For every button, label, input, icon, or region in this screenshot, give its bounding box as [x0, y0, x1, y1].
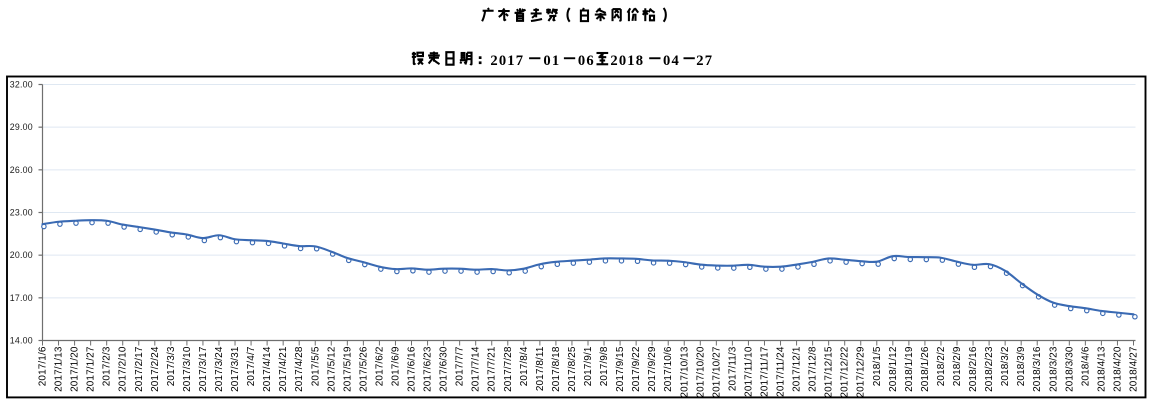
svg-text:2017/9/8: 2017/9/8 — [599, 346, 610, 386]
svg-text:14.00: 14.00 — [10, 336, 33, 346]
svg-text:2018/1/26: 2018/1/26 — [920, 346, 931, 392]
svg-text:2017/9/29: 2017/9/29 — [647, 346, 658, 392]
svg-text:2017/7/14: 2017/7/14 — [471, 346, 482, 392]
svg-text:2017/2/24: 2017/2/24 — [150, 346, 161, 392]
svg-text:2017/1/20: 2017/1/20 — [70, 346, 81, 392]
svg-text:2017/10/20: 2017/10/20 — [695, 346, 706, 397]
svg-text:01: 01 — [543, 53, 560, 69]
svg-text:2018/3/16: 2018/3/16 — [1032, 346, 1043, 392]
svg-text:2017/7/21: 2017/7/21 — [487, 346, 498, 392]
svg-text:2017/9/22: 2017/9/22 — [631, 346, 642, 392]
svg-text:2018/1/12: 2018/1/12 — [888, 346, 899, 392]
svg-text:2018/2/16: 2018/2/16 — [968, 346, 979, 392]
svg-text:2017/11/3: 2017/11/3 — [727, 346, 738, 391]
svg-text:2018/2/9: 2018/2/9 — [952, 346, 963, 386]
svg-text:2017/5/19: 2017/5/19 — [342, 346, 353, 392]
svg-text:2017/4/21: 2017/4/21 — [278, 346, 289, 392]
svg-text:2017/12/15: 2017/12/15 — [824, 346, 835, 397]
svg-text:2017/12/8: 2017/12/8 — [808, 346, 819, 392]
svg-text:2017/6/23: 2017/6/23 — [423, 346, 434, 392]
svg-text:2017/6/9: 2017/6/9 — [390, 346, 401, 386]
svg-text:2018/2/23: 2018/2/23 — [984, 346, 995, 392]
svg-text:2017/3/24: 2017/3/24 — [214, 346, 225, 392]
svg-text:2018/3/2: 2018/3/2 — [1000, 346, 1011, 386]
svg-text:2018/3/30: 2018/3/30 — [1064, 346, 1075, 392]
svg-text:2017/8/18: 2017/8/18 — [551, 346, 562, 392]
svg-text:20.00: 20.00 — [10, 250, 33, 260]
svg-text:23.00: 23.00 — [10, 208, 33, 218]
svg-text:2017/4/7: 2017/4/7 — [246, 346, 257, 386]
svg-text:04: 04 — [663, 53, 680, 69]
svg-text:06: 06 — [578, 53, 595, 69]
svg-text:2017/2/17: 2017/2/17 — [134, 346, 145, 392]
svg-text:2017/6/30: 2017/6/30 — [439, 346, 450, 392]
svg-text:2018/1/19: 2018/1/19 — [904, 346, 915, 392]
svg-text:2017/9/1: 2017/9/1 — [583, 346, 594, 386]
svg-text:2017/12/1: 2017/12/1 — [792, 346, 803, 392]
svg-text:2017/3/17: 2017/3/17 — [198, 346, 209, 392]
svg-text:2017/3/10: 2017/3/10 — [182, 346, 193, 392]
svg-text:2017/12/29: 2017/12/29 — [856, 346, 867, 397]
svg-text:2018/4/20: 2018/4/20 — [1112, 346, 1123, 392]
svg-text:2018/3/9: 2018/3/9 — [1016, 346, 1027, 386]
svg-text:2017/10/27: 2017/10/27 — [711, 346, 722, 397]
svg-text:2018/1/5: 2018/1/5 — [872, 346, 883, 386]
svg-text:2017/11/10: 2017/11/10 — [743, 346, 754, 397]
svg-text:2017/9/15: 2017/9/15 — [615, 346, 626, 392]
svg-text:2017/8/11: 2017/8/11 — [535, 346, 546, 391]
svg-text:2018/3/23: 2018/3/23 — [1048, 346, 1059, 392]
svg-text:2017/5/5: 2017/5/5 — [310, 346, 321, 386]
svg-text:2017/7/28: 2017/7/28 — [503, 346, 514, 392]
svg-text:2017/2/3: 2017/2/3 — [102, 346, 113, 386]
svg-text:2018/4/27: 2018/4/27 — [1128, 346, 1139, 392]
svg-text:2017/3/31: 2017/3/31 — [230, 346, 241, 392]
svg-text:2018: 2018 — [610, 53, 644, 69]
svg-text:2017/6/16: 2017/6/16 — [407, 346, 418, 392]
svg-text:2017/10/13: 2017/10/13 — [679, 346, 690, 397]
svg-text:29.00: 29.00 — [10, 122, 33, 132]
svg-text:2018/4/13: 2018/4/13 — [1096, 346, 1107, 392]
svg-text:2017/1/27: 2017/1/27 — [86, 346, 97, 392]
svg-text:2017/7/7: 2017/7/7 — [455, 346, 466, 386]
svg-text:26.00: 26.00 — [10, 165, 33, 175]
svg-text:2017/8/25: 2017/8/25 — [567, 346, 578, 392]
svg-text:2017/5/12: 2017/5/12 — [326, 346, 337, 392]
svg-text:32.00: 32.00 — [10, 80, 33, 90]
svg-text:2017/3/3: 2017/3/3 — [166, 346, 177, 386]
svg-text:2017/4/28: 2017/4/28 — [294, 346, 305, 392]
svg-text:2017/12/22: 2017/12/22 — [840, 346, 851, 397]
svg-text:2017/5/26: 2017/5/26 — [358, 346, 369, 392]
svg-text:27: 27 — [696, 53, 713, 69]
svg-text:2017/8/4: 2017/8/4 — [519, 346, 530, 386]
svg-text:2017/11/24: 2017/11/24 — [776, 346, 787, 397]
svg-text:17.00: 17.00 — [10, 293, 33, 303]
svg-text:2018/4/6: 2018/4/6 — [1080, 346, 1091, 386]
svg-text:2017/4/14: 2017/4/14 — [262, 346, 273, 392]
svg-text:2017: 2017 — [490, 53, 524, 69]
svg-text:2017/1/13: 2017/1/13 — [54, 346, 65, 392]
svg-text:2017/1/6: 2017/1/6 — [38, 346, 49, 386]
svg-text:2017/2/10: 2017/2/10 — [118, 346, 129, 392]
svg-text:2017/11/17: 2017/11/17 — [759, 346, 770, 397]
svg-text:2017/6/2: 2017/6/2 — [374, 346, 385, 386]
svg-text:2017/10/6: 2017/10/6 — [663, 346, 674, 392]
svg-text:2018/2/2: 2018/2/2 — [936, 346, 947, 386]
